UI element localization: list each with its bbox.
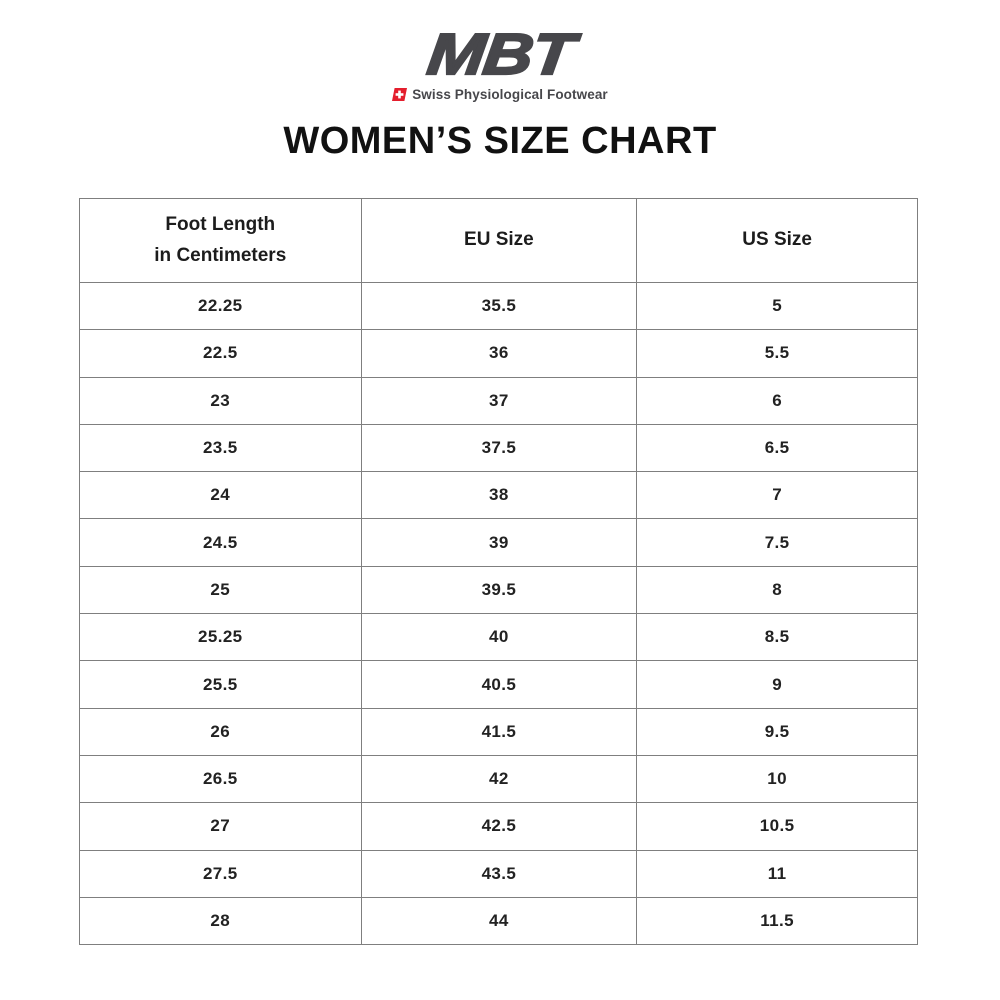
cell-eu-size: 39	[360, 518, 638, 567]
table-row: 26.5 42 10	[79, 754, 918, 804]
brand-logo-text: MBT	[422, 21, 577, 88]
brand-logo: MBT Swiss Physiological Footwear	[0, 21, 1000, 102]
cell-foot-length-cm: 26	[79, 707, 362, 756]
cell-foot-length-cm: 28	[79, 896, 362, 946]
cell-foot-length-cm: 23	[79, 376, 362, 425]
table-row: 25 39.5 8	[79, 565, 918, 615]
table-row: 23.5 37.5 6.5	[79, 423, 918, 473]
table-row: 24 38 7	[79, 471, 918, 520]
cell-us-size: 8.5	[636, 613, 918, 662]
cell-us-size: 6.5	[636, 423, 918, 473]
cell-eu-size: 43.5	[360, 849, 638, 898]
cell-us-size: 10.5	[636, 802, 918, 851]
size-table: Foot Length in Centimeters EU Size US Size …	[79, 198, 918, 946]
cell-eu-size: 37	[360, 376, 638, 425]
size-table-body: 22.25 35.5 5 22.5 36 5.5 23 37 6 23.5 37.5 6.5 24 38 7…	[79, 281, 918, 946]
cell-foot-length-cm: 22.5	[79, 329, 362, 378]
page-title: WOMEN’S SIZE CHART	[283, 120, 717, 162]
cell-eu-size: 42.5	[360, 802, 638, 851]
cell-us-size: 9	[636, 660, 918, 709]
cell-eu-size: 44	[360, 896, 638, 946]
logo-tagline-row: Swiss Physiological Footwear	[0, 87, 1000, 102]
cell-us-size: 7	[636, 471, 918, 520]
cell-foot-length-cm: 22.25	[79, 281, 362, 331]
size-table-header: Foot Length in Centimeters EU Size US Size	[79, 198, 918, 283]
cell-eu-size: 37.5	[360, 423, 638, 473]
cell-eu-size: 38	[360, 471, 638, 520]
table-row: 27 42.5 10.5	[79, 802, 918, 851]
header-row: Foot Length in Centimeters EU Size US Size	[79, 198, 918, 283]
table-row: 25.5 40.5 9	[79, 660, 918, 709]
column-header-foot-length-cm: Foot Length in Centimeters	[79, 198, 362, 283]
table-row: 25.25 40 8.5	[79, 613, 918, 662]
cell-us-size: 10	[636, 754, 918, 804]
cell-us-size: 7.5	[636, 518, 918, 567]
table-row: 26 41.5 9.5	[79, 707, 918, 756]
cell-us-size: 9.5	[636, 707, 918, 756]
cell-eu-size: 42	[360, 754, 638, 804]
table-row: 28 44 11.5	[79, 896, 918, 946]
cell-us-size: 5.5	[636, 329, 918, 378]
cell-foot-length-cm: 23.5	[79, 423, 362, 473]
cell-eu-size: 39.5	[360, 565, 638, 615]
table-row: 27.5 43.5 11	[79, 849, 918, 898]
cell-foot-length-cm: 25.25	[79, 613, 362, 662]
cell-foot-length-cm: 26.5	[79, 754, 362, 804]
cell-eu-size: 35.5	[360, 281, 638, 331]
cell-eu-size: 40	[360, 613, 638, 662]
column-header-us-size: US Size	[636, 198, 918, 283]
cell-foot-length-cm: 25.5	[79, 660, 362, 709]
table-row: 22.25 35.5 5	[79, 281, 918, 331]
cell-us-size: 6	[636, 376, 918, 425]
cell-us-size: 5	[636, 281, 918, 331]
cell-foot-length-cm: 24.5	[79, 518, 362, 567]
table-row: 23 37 6	[79, 376, 918, 425]
column-header-eu-size: EU Size	[360, 198, 638, 283]
cell-foot-length-cm: 25	[79, 565, 362, 615]
cell-foot-length-cm: 27.5	[79, 849, 362, 898]
table-row: 22.5 36 5.5	[79, 329, 918, 378]
cell-foot-length-cm: 24	[79, 471, 362, 520]
cell-eu-size: 40.5	[360, 660, 638, 709]
cell-us-size: 11.5	[636, 896, 918, 946]
table-row: 24.5 39 7.5	[79, 518, 918, 567]
cell-eu-size: 41.5	[360, 707, 638, 756]
cell-us-size: 8	[636, 565, 918, 615]
cell-us-size: 11	[636, 849, 918, 898]
logo-tagline: Swiss Physiological Footwear	[412, 87, 608, 102]
swiss-flag-icon	[392, 88, 408, 101]
cell-foot-length-cm: 27	[79, 802, 362, 851]
cell-eu-size: 36	[360, 329, 638, 378]
